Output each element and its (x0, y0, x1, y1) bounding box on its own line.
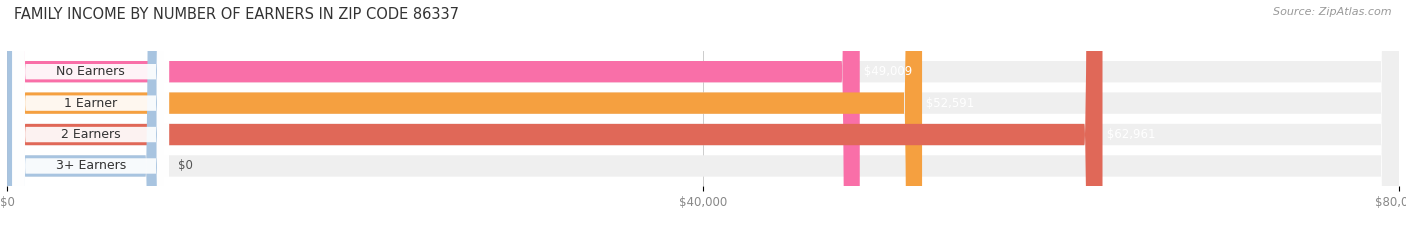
FancyBboxPatch shape (13, 0, 169, 233)
Text: $62,961: $62,961 (1102, 128, 1154, 141)
Text: $49,009: $49,009 (859, 65, 912, 78)
FancyBboxPatch shape (7, 0, 1399, 233)
Text: FAMILY INCOME BY NUMBER OF EARNERS IN ZIP CODE 86337: FAMILY INCOME BY NUMBER OF EARNERS IN ZI… (14, 7, 460, 22)
Text: 1 Earner: 1 Earner (65, 97, 117, 110)
Text: $0: $0 (177, 159, 193, 172)
Text: $52,591: $52,591 (922, 97, 974, 110)
FancyBboxPatch shape (7, 0, 859, 233)
Text: No Earners: No Earners (56, 65, 125, 78)
FancyBboxPatch shape (13, 0, 169, 233)
Text: 3+ Earners: 3+ Earners (56, 159, 127, 172)
FancyBboxPatch shape (7, 0, 1399, 233)
FancyBboxPatch shape (7, 0, 1399, 233)
Text: 2 Earners: 2 Earners (60, 128, 121, 141)
FancyBboxPatch shape (7, 0, 922, 233)
FancyBboxPatch shape (7, 0, 1399, 233)
Text: Source: ZipAtlas.com: Source: ZipAtlas.com (1274, 7, 1392, 17)
FancyBboxPatch shape (7, 0, 1102, 233)
FancyBboxPatch shape (7, 0, 163, 233)
FancyBboxPatch shape (13, 0, 169, 233)
FancyBboxPatch shape (13, 0, 169, 233)
